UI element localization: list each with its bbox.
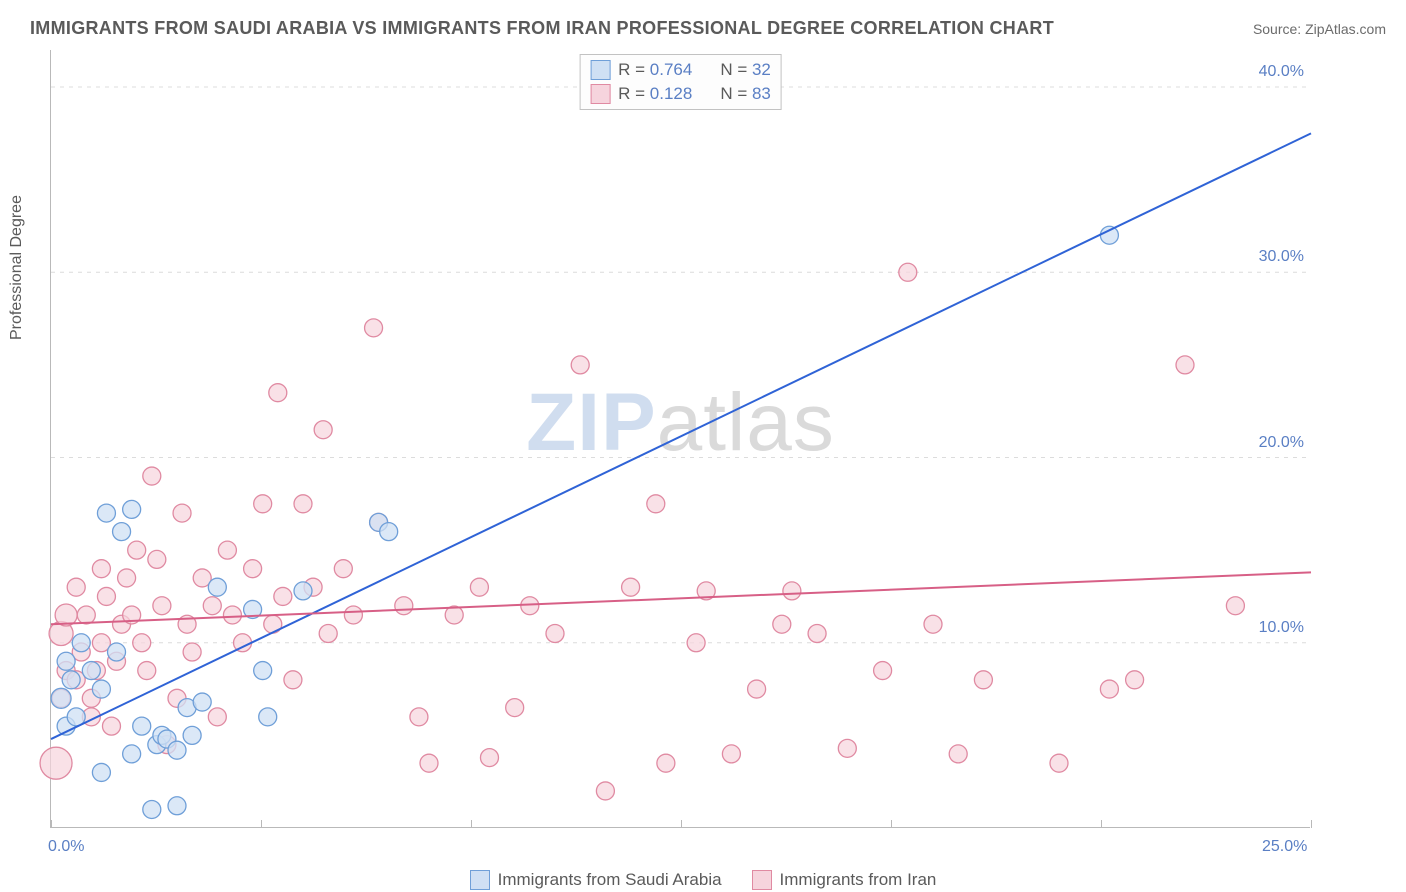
legend-stats: R = 0.764 N = 32 R = 0.128 N = 83 xyxy=(579,54,782,110)
legend-swatch xyxy=(752,870,772,890)
legend-n-label: N = 32 xyxy=(720,58,771,82)
x-tick-mark xyxy=(1311,820,1312,828)
legend-r-value: 0.128 xyxy=(650,84,693,103)
y-tick-label: 30.0% xyxy=(1259,248,1304,266)
legend-r-value: 0.764 xyxy=(650,60,693,79)
source-label: Source: ZipAtlas.com xyxy=(1253,21,1386,37)
y-tick-label: 10.0% xyxy=(1259,619,1304,637)
legend-n-label: N = 83 xyxy=(720,82,771,106)
y-axis-title: Professional Degree xyxy=(8,195,26,340)
plot-area: ZIPatlas R = 0.764N = 32R = 0.128N = 83 … xyxy=(50,50,1310,828)
legend-stat-row: R = 0.764 N = 32 xyxy=(590,58,771,82)
legend-r-label: R = 0.128 xyxy=(618,82,692,106)
legend-swatch xyxy=(470,870,490,890)
legend-swatch xyxy=(590,84,610,104)
x-tick-mark xyxy=(261,820,262,828)
legend-label: Immigrants from Saudi Arabia xyxy=(498,870,722,890)
legend-stat-row: R = 0.128 N = 83 xyxy=(590,82,771,106)
x-tick-mark xyxy=(471,820,472,828)
legend-item: Immigrants from Iran xyxy=(752,870,937,890)
legend-item: Immigrants from Saudi Arabia xyxy=(470,870,722,890)
x-tick-mark xyxy=(51,820,52,828)
title-bar: IMMIGRANTS FROM SAUDI ARABIA VS IMMIGRAN… xyxy=(30,18,1386,39)
line-layer xyxy=(51,50,1310,827)
x-tick-label: 25.0% xyxy=(1262,838,1307,856)
x-tick-label: 0.0% xyxy=(48,838,84,856)
legend-n-value: 83 xyxy=(752,84,771,103)
x-tick-mark xyxy=(891,820,892,828)
legend-series: Immigrants from Saudi Arabia Immigrants f… xyxy=(0,870,1406,890)
legend-n-value: 32 xyxy=(752,60,771,79)
chart-title: IMMIGRANTS FROM SAUDI ARABIA VS IMMIGRAN… xyxy=(30,18,1054,39)
legend-swatch xyxy=(590,60,610,80)
legend-label: Immigrants from Iran xyxy=(780,870,937,890)
y-tick-label: 20.0% xyxy=(1259,434,1304,452)
y-tick-label: 40.0% xyxy=(1259,63,1304,81)
x-tick-mark xyxy=(1101,820,1102,828)
legend-r-label: R = 0.764 xyxy=(618,58,692,82)
regression-line-saudi xyxy=(51,133,1311,739)
regression-line-iran xyxy=(51,572,1311,624)
x-tick-mark xyxy=(681,820,682,828)
